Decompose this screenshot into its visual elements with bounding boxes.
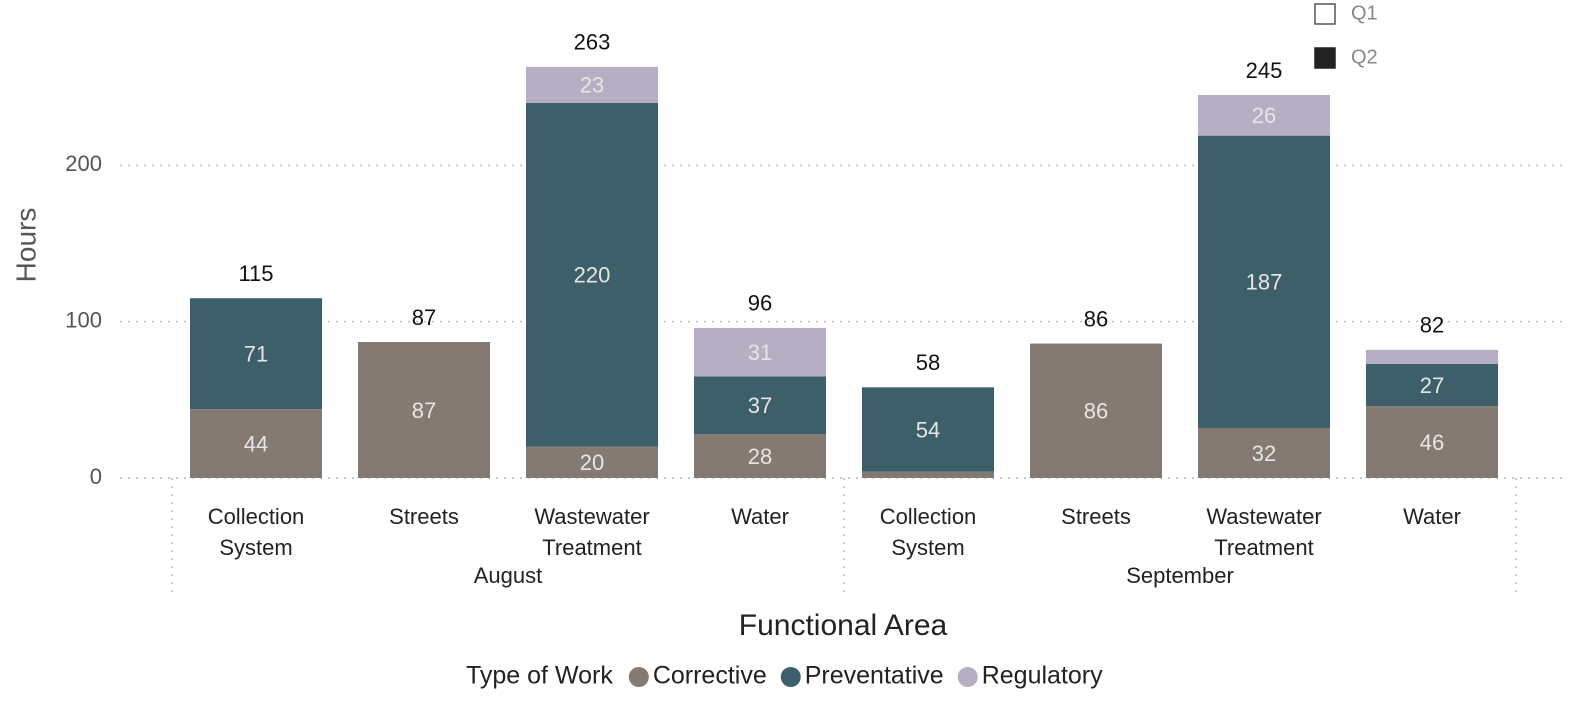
x-tick-label: Collection System <box>207 504 305 560</box>
legend-title: Type of Work <box>466 662 613 690</box>
slicer-label: Q1 <box>1351 2 1378 24</box>
segment-label: 46 <box>1420 430 1444 455</box>
x-tick-label: Water <box>731 504 789 529</box>
segment-label: 220 <box>574 263 611 288</box>
bar-segment <box>693 327 827 377</box>
group-label: August <box>474 563 543 588</box>
bar-segment <box>861 387 995 472</box>
bar-segment <box>189 409 323 478</box>
bar-segment <box>1197 135 1331 428</box>
segment-label: 87 <box>412 398 436 423</box>
bar-segment <box>693 376 827 435</box>
legend-label: Regulatory <box>982 662 1103 690</box>
segment-label: 26 <box>1252 103 1276 128</box>
total-label: 82 <box>1420 313 1444 338</box>
segment-label: 54 <box>916 417 940 442</box>
bar-segment <box>525 102 659 447</box>
x-tick-label: Water <box>1403 504 1461 529</box>
segment-label: 27 <box>1420 373 1444 398</box>
x-tick-label: Streets <box>389 504 459 529</box>
segment-label: 71 <box>244 342 268 367</box>
y-tick-label: 0 <box>90 464 102 489</box>
segment-label: 44 <box>244 431 268 456</box>
segment-label: 187 <box>1246 270 1283 295</box>
legend-label: Preventative <box>805 662 944 690</box>
total-label: 86 <box>1084 306 1108 331</box>
x-tick-label: Streets <box>1061 504 1131 529</box>
slicer-box <box>1314 3 1336 25</box>
x-tick-label: Wastewater Treatment <box>534 504 650 560</box>
total-label: 245 <box>1246 58 1283 83</box>
total-label: 115 <box>238 261 273 286</box>
bar-segment <box>1365 349 1499 364</box>
y-tick-label: 200 <box>65 151 102 176</box>
bar-segment <box>1365 363 1499 407</box>
bar-segment <box>1197 427 1331 478</box>
segment-label: 20 <box>580 450 604 475</box>
y-axis-title: Hours <box>10 208 41 283</box>
x-tick-label: Wastewater Treatment <box>1206 504 1322 560</box>
bar-segment <box>1029 343 1163 478</box>
bar-segment <box>357 341 491 478</box>
bar-segment <box>1197 94 1331 136</box>
group-label: September <box>1126 563 1234 588</box>
segment-label: 28 <box>748 444 772 469</box>
total-label: 87 <box>412 305 436 330</box>
bar-segment <box>693 434 827 478</box>
segment-label: 31 <box>748 340 772 365</box>
x-tick-label: Collection System <box>879 504 977 560</box>
total-label: 96 <box>748 291 772 316</box>
segment-label: 37 <box>748 393 772 418</box>
bar-segment <box>525 66 659 103</box>
legend-marker <box>628 667 649 687</box>
total-label: 263 <box>574 30 611 55</box>
segment-label: 32 <box>1252 441 1276 466</box>
legend-marker <box>957 667 978 687</box>
bar-segment <box>189 298 323 410</box>
slicer-box <box>1314 47 1336 69</box>
bar-segment <box>861 471 995 478</box>
segment-label: 86 <box>1084 399 1108 424</box>
slicer-label: Q2 <box>1351 46 1378 68</box>
y-tick-label: 100 <box>65 307 102 332</box>
bar-segment <box>1365 406 1499 478</box>
bar-segment <box>525 446 659 478</box>
legend-label: Corrective <box>653 662 767 690</box>
segment-label: 23 <box>580 73 604 98</box>
x-axis-title: Functional Area <box>739 609 948 642</box>
total-label: 58 <box>916 350 940 375</box>
legend-marker <box>780 667 801 687</box>
